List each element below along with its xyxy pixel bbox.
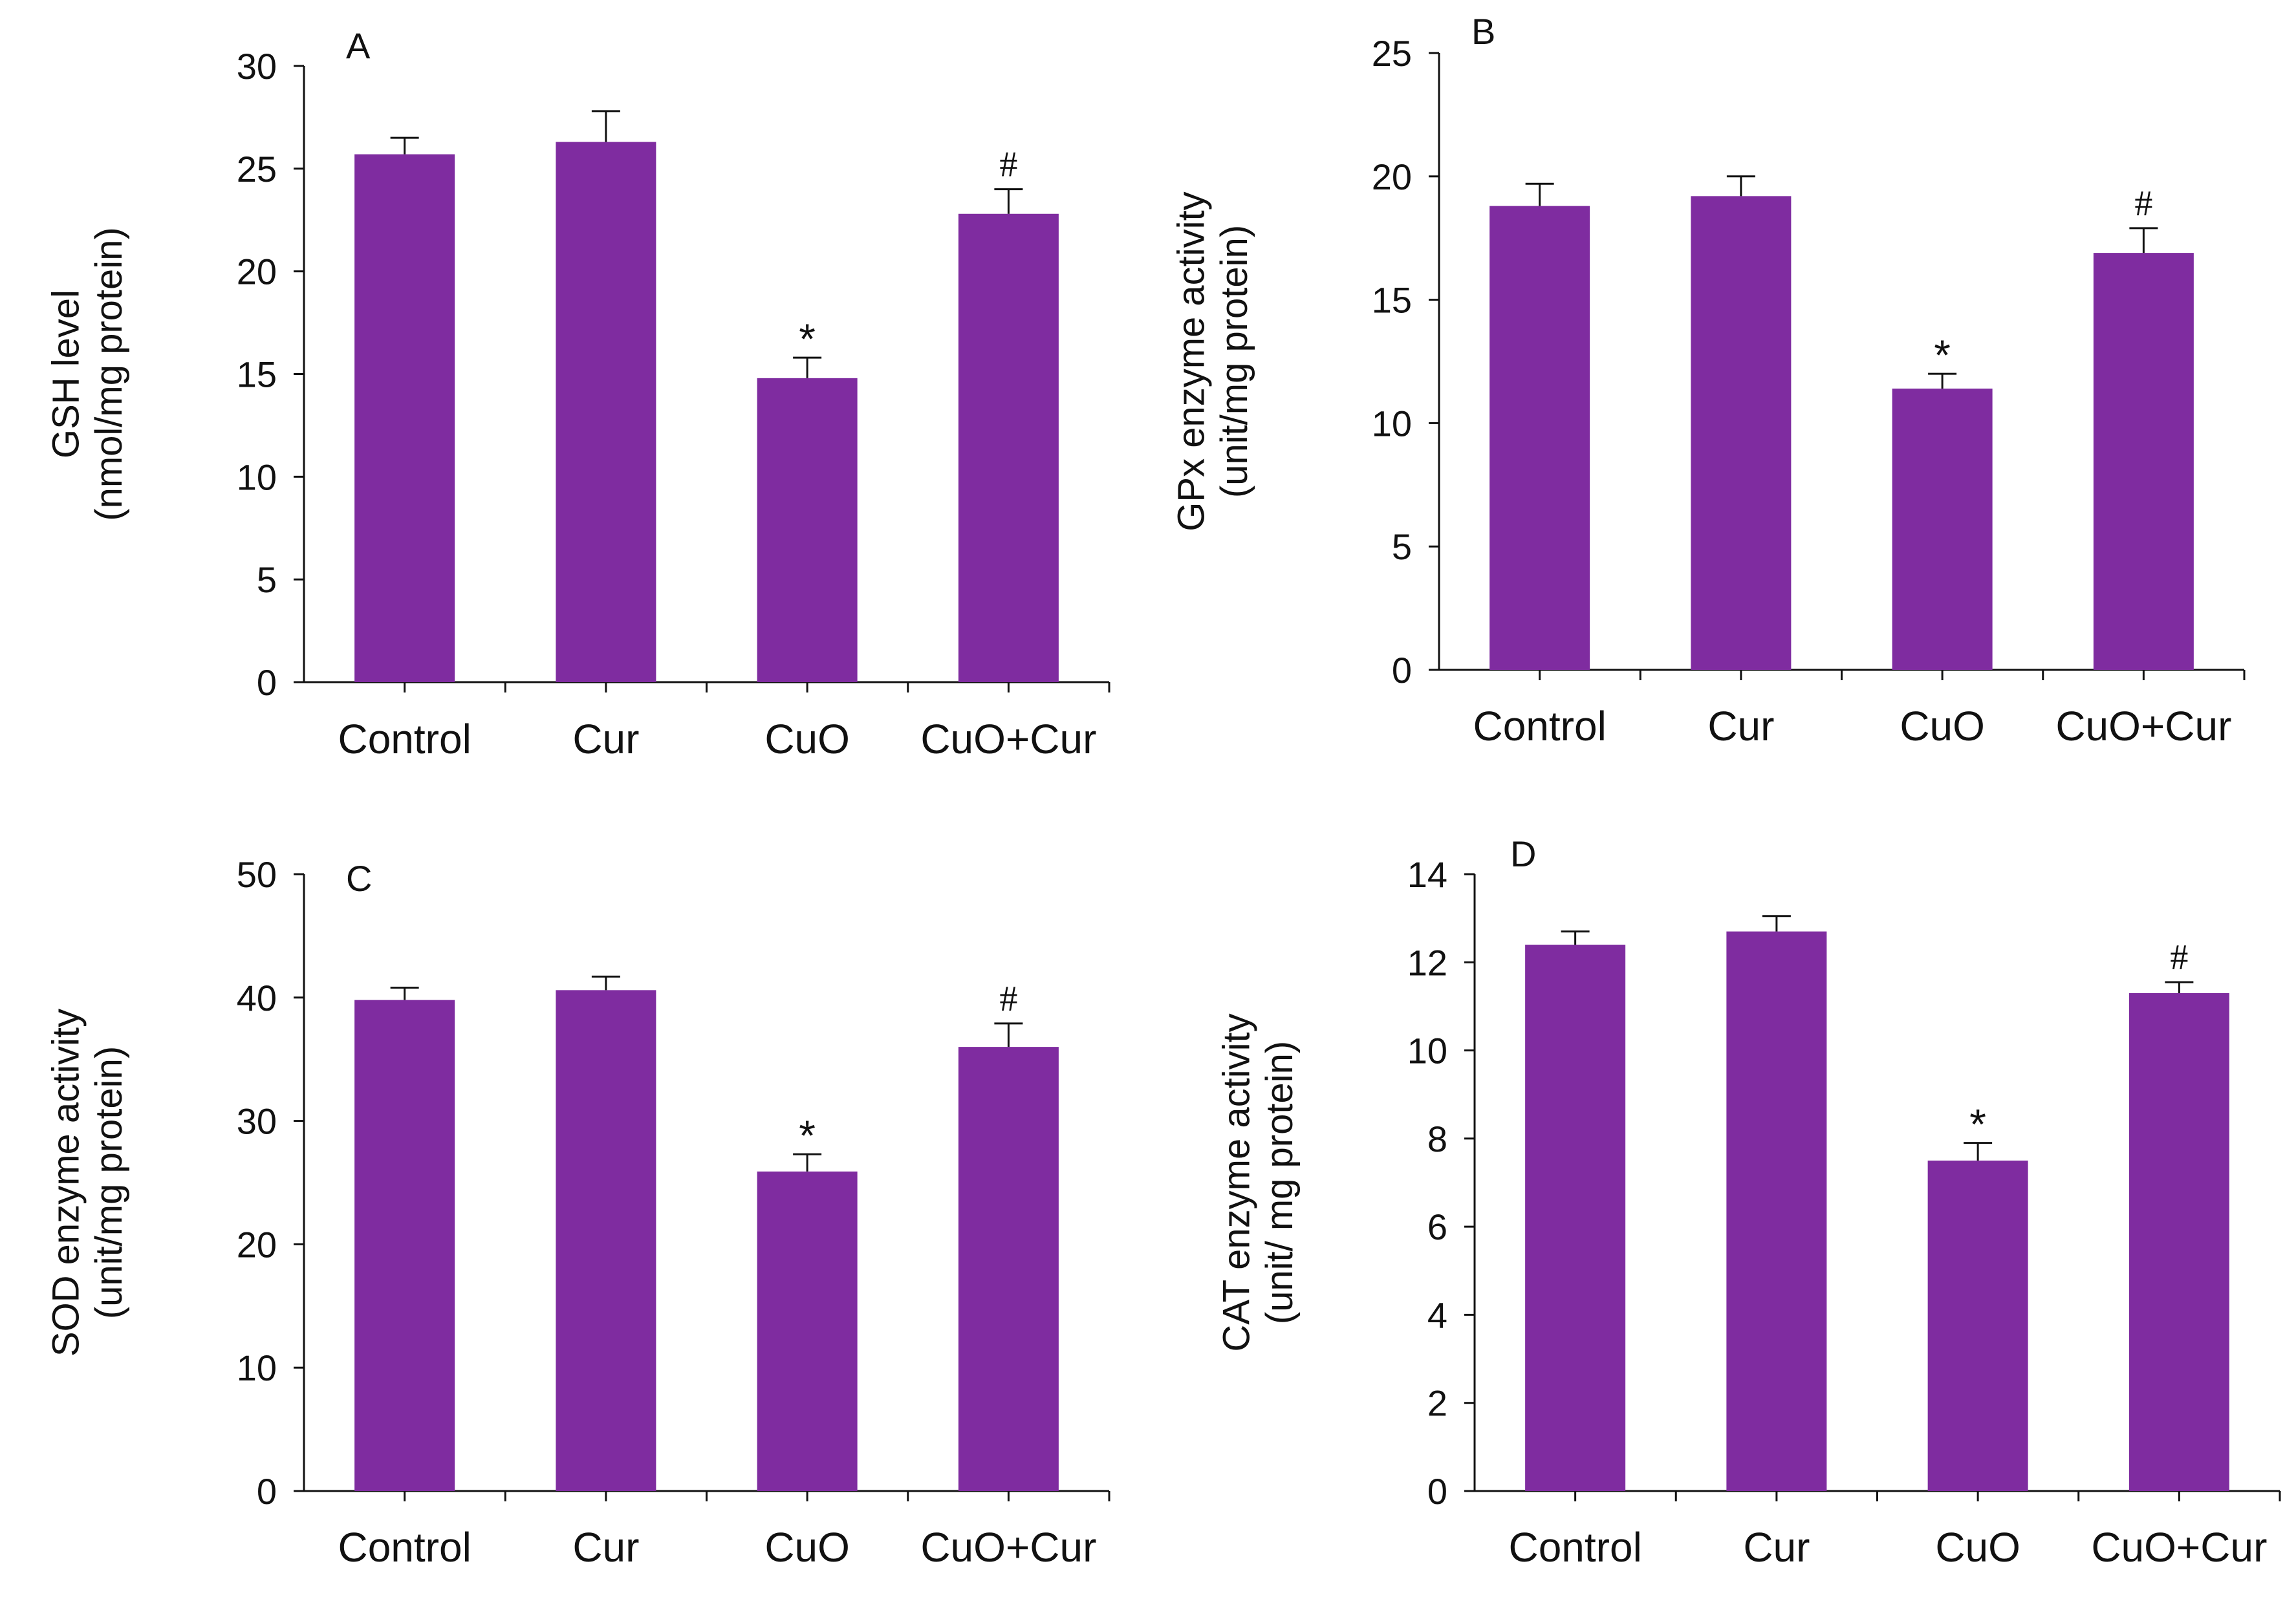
y-axis-title: CAT enzyme activity(unit/ mg protein) (1215, 1013, 1301, 1351)
y-tick-label: 50 (237, 854, 277, 895)
y-axis-title-line: CAT enzyme activity (1215, 1013, 1257, 1351)
category-label: CuO (764, 1524, 850, 1571)
y-tick-label: 10 (1372, 403, 1412, 444)
significance-hash: # (999, 979, 1017, 1019)
y-axis-title: SOD enzyme activity(unit/mg protein) (45, 1009, 130, 1357)
y-tick-label: 10 (237, 1347, 277, 1388)
category-label: Control (1508, 1524, 1641, 1571)
y-tick-label: 4 (1427, 1294, 1447, 1335)
y-axis-title: GSH level(nmol/mg protein) (45, 227, 130, 520)
category-label: Cur (1707, 703, 1774, 749)
category-label: CuO (764, 716, 850, 762)
y-tick-label: 5 (1392, 526, 1412, 567)
y-tick-label: 0 (257, 662, 277, 703)
bar (354, 154, 455, 682)
category-label: Cur (572, 1524, 639, 1571)
y-tick-label: 8 (1427, 1119, 1447, 1159)
panel-c: 0 10 20 30 40 50 Control Cur * CuO # CuO+Cur C SOD en… (45, 854, 1110, 1571)
significance-hash: # (2134, 184, 2152, 224)
y-axis-title-line: GPx enzyme activity (1170, 191, 1212, 531)
y-tick-label: 30 (237, 1101, 277, 1142)
y-tick-label: 14 (1407, 854, 1447, 895)
panel-a: 0 5 10 15 20 25 30 Control Cur * CuO # CuO+Cur A GSH l… (45, 25, 1110, 762)
significance-star: * (799, 1111, 816, 1159)
y-tick-label: 0 (257, 1471, 277, 1512)
y-axis-title-line: (unit/mg protein) (88, 1046, 130, 1319)
y-tick-label: 25 (237, 149, 277, 189)
y-tick-label: 12 (1407, 942, 1447, 983)
y-axis-title: GPx enzyme activity(unit/mg protein) (1170, 191, 1255, 531)
y-tick-label: 15 (237, 354, 277, 395)
y-tick-label: 10 (237, 456, 277, 497)
panel-letter: B (1471, 11, 1495, 52)
bar (1489, 206, 1590, 670)
y-tick-label: 15 (1372, 280, 1412, 321)
bar (556, 990, 656, 1491)
y-tick-label: 40 (237, 978, 277, 1018)
bar (757, 1171, 858, 1491)
category-label: Control (1473, 703, 1606, 749)
bar (1726, 931, 1827, 1491)
category-label: CuO+Cur (920, 1524, 1096, 1571)
bar (1691, 196, 1792, 670)
category-label: Control (338, 1524, 471, 1571)
y-axis-title-line: SOD enzyme activity (45, 1009, 87, 1357)
significance-star: * (1969, 1100, 1986, 1148)
y-tick-label: 6 (1427, 1207, 1447, 1247)
y-tick-label: 0 (1427, 1471, 1447, 1512)
category-label: Cur (572, 716, 639, 762)
y-axis-title-line: (unit/ mg protein) (1259, 1041, 1301, 1324)
y-tick-label: 0 (1392, 650, 1412, 691)
bar (2093, 253, 2194, 670)
bar (958, 213, 1059, 683)
y-tick-label: 30 (237, 46, 277, 87)
y-tick-label: 25 (1372, 33, 1412, 74)
category-label: CuO+Cur (2055, 703, 2231, 749)
panel-b: 0 5 10 15 20 25 Control Cur * CuO # CuO+Cur B GPx enz… (1170, 11, 2246, 749)
bar (757, 378, 858, 682)
category-label: CuO+Cur (2091, 1524, 2267, 1571)
significance-hash: # (999, 145, 1017, 185)
y-tick-label: 20 (237, 1224, 277, 1265)
significance-hash: # (2170, 938, 2188, 978)
panel-letter: C (346, 858, 372, 899)
y-tick-label: 5 (257, 559, 277, 600)
y-tick-label: 10 (1407, 1031, 1447, 1071)
bar (1927, 1160, 2028, 1491)
bar (1525, 945, 1626, 1491)
category-label: Cur (1743, 1524, 1810, 1571)
bar (354, 1000, 455, 1491)
panel-letter: A (346, 25, 371, 66)
panel-d: 0 2 4 6 8 10 12 14 Control Cur * CuO # CuO+Cur D CAT en… (1215, 833, 2281, 1571)
category-label: CuO (1900, 703, 1985, 749)
significance-star: * (799, 315, 816, 363)
bar (958, 1047, 1059, 1491)
y-axis-title-line: GSH level (45, 290, 87, 458)
category-label: CuO (1935, 1524, 2020, 1571)
y-tick-label: 2 (1427, 1383, 1447, 1424)
bar (2128, 993, 2229, 1491)
significance-star: * (1934, 331, 1951, 379)
bar (556, 142, 656, 682)
y-axis-title-line: (nmol/mg protein) (88, 227, 130, 520)
y-axis-title-line: (unit/mg protein) (1213, 225, 1255, 498)
category-label: CuO+Cur (920, 716, 1096, 762)
bar (1892, 388, 1993, 670)
y-tick-label: 20 (237, 252, 277, 292)
panel-letter: D (1510, 833, 1536, 874)
category-label: Control (338, 716, 471, 762)
y-tick-label: 20 (1372, 156, 1412, 197)
